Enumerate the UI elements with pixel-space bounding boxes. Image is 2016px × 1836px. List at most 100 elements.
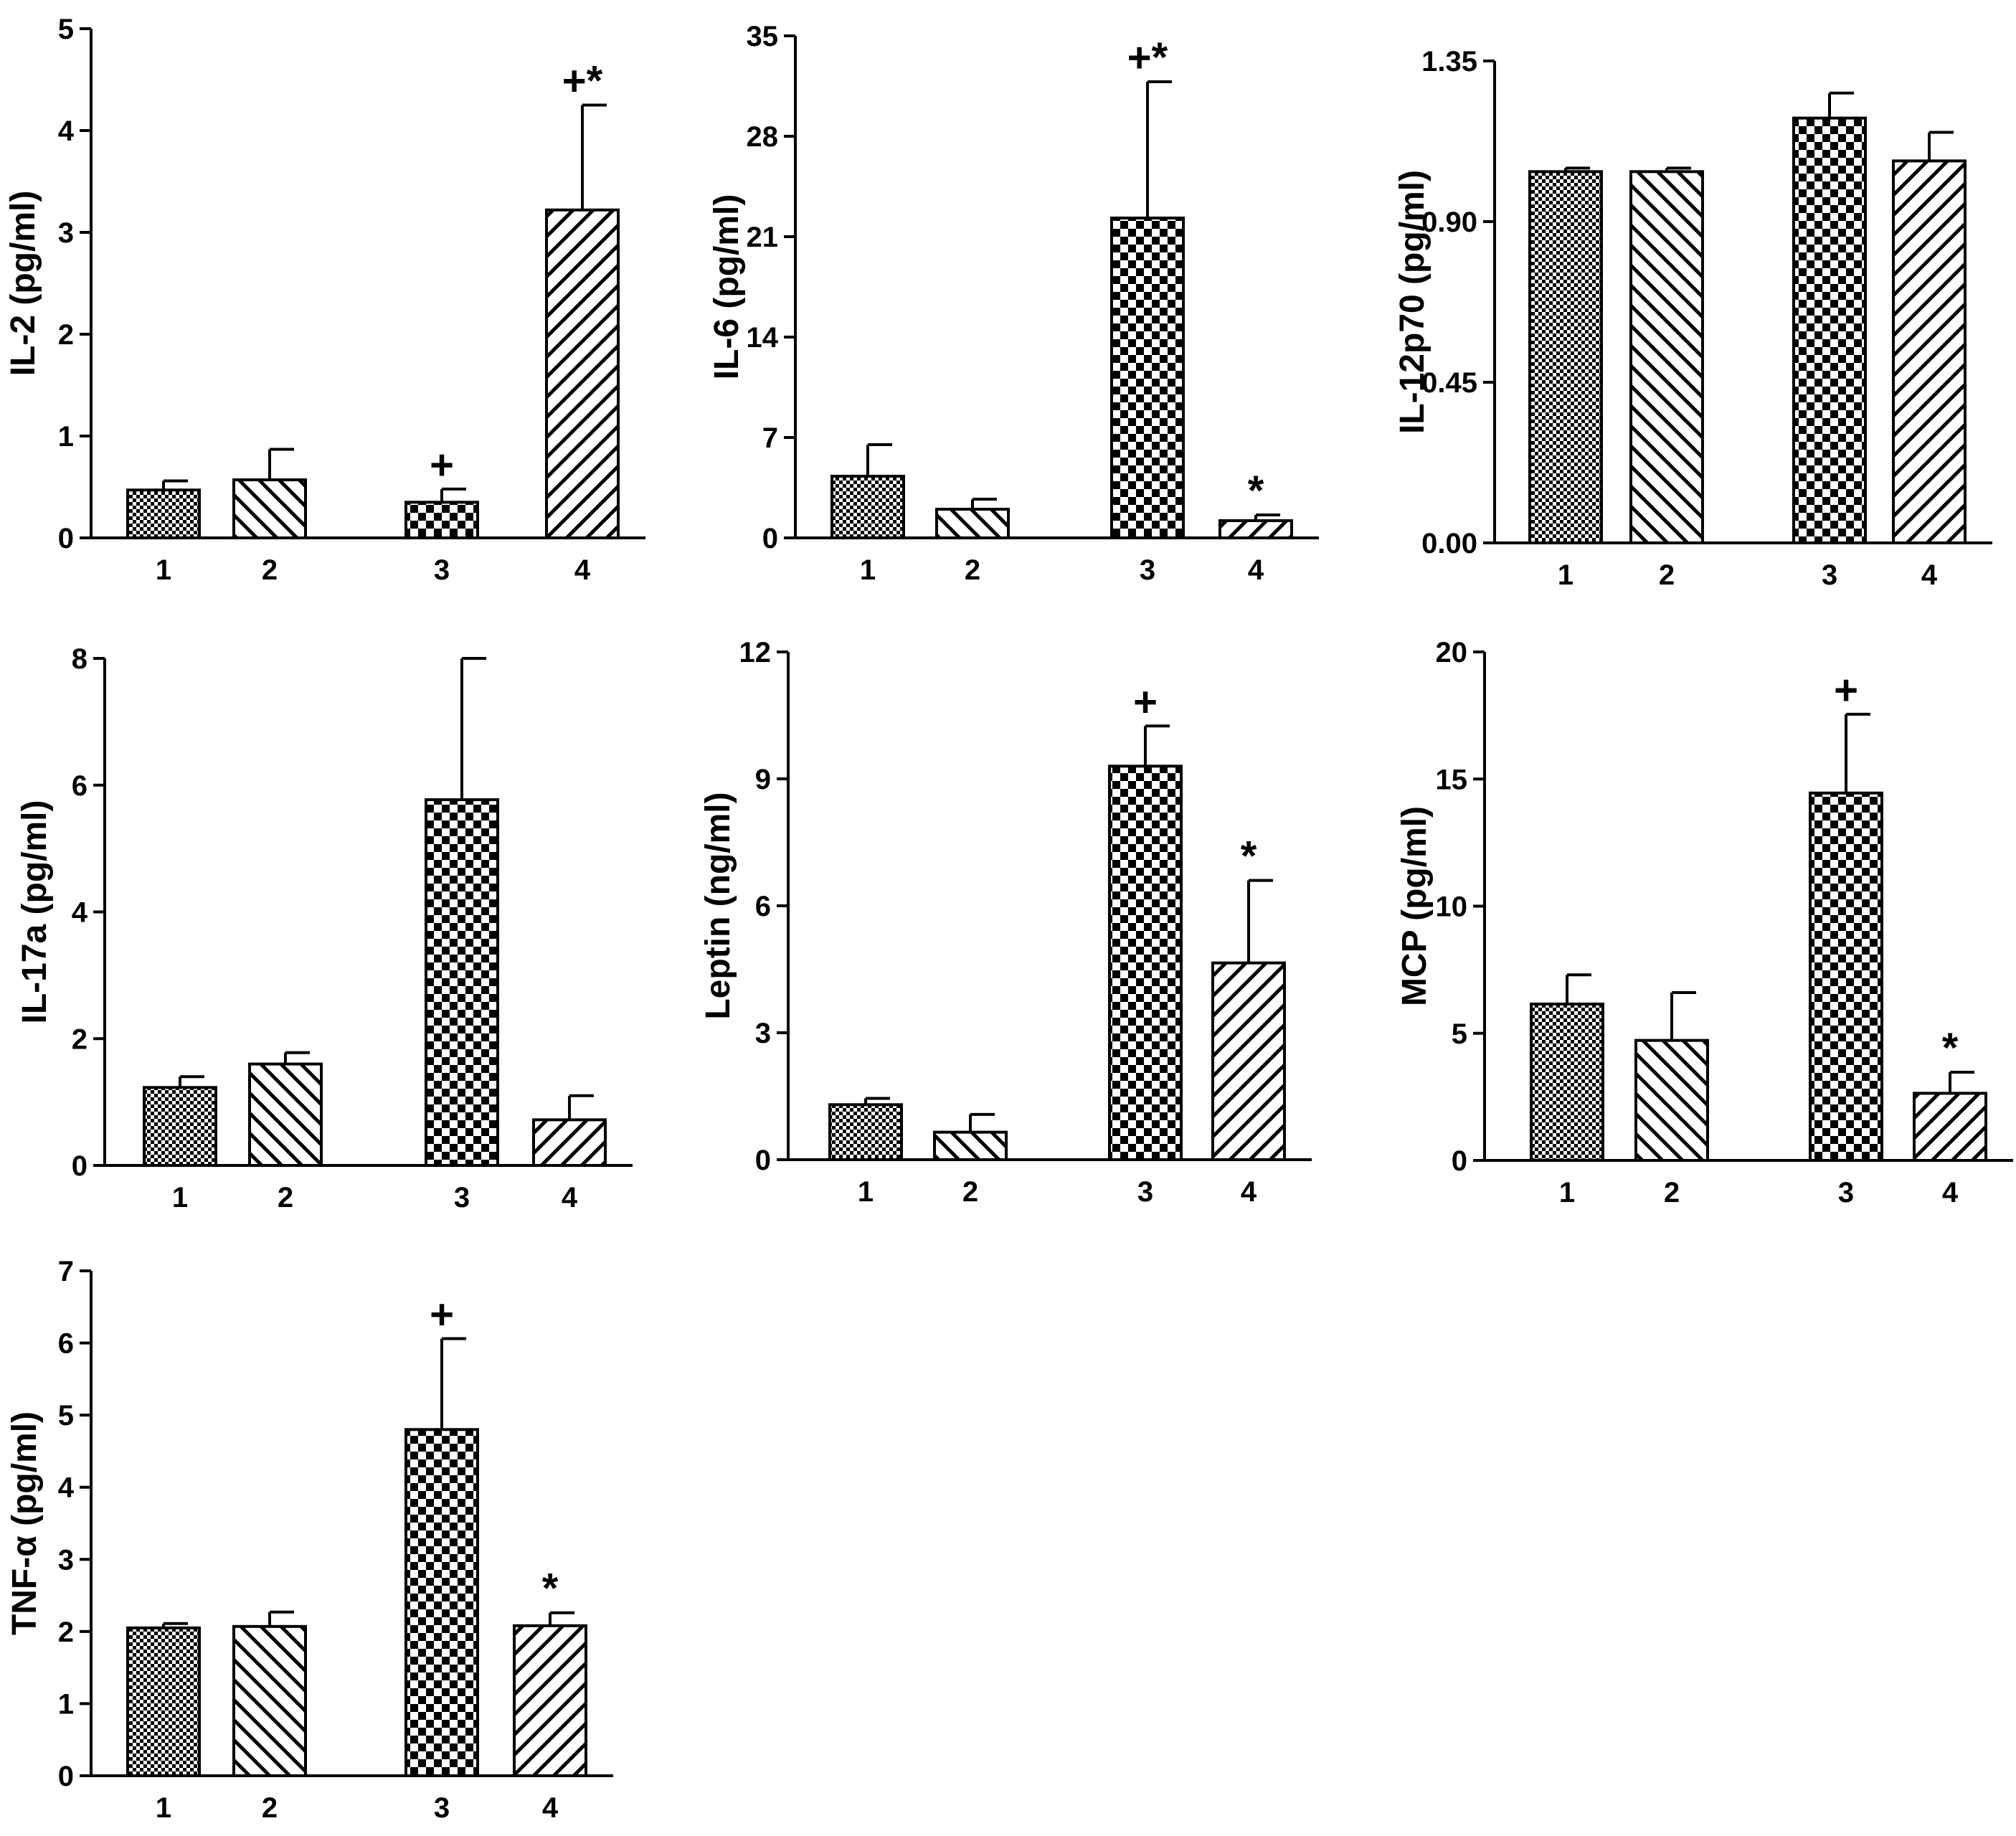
bar-backslash [935,508,1010,539]
bar-dots [126,1626,201,1778]
y-tick-label: 20 [1436,637,1468,668]
chart-panel-4: 0 2 4 6 8 IL-17a (pg/ml) 1 2 3 4 [16,643,633,1213]
bar-dots [1528,170,1603,545]
y-axis-title: IL-2 (pg/ml) [4,191,42,377]
x-category-label: 4 [542,1792,559,1824]
y-axis-title: IL-6 (pg/ml) [708,194,746,380]
significance-marker: +* [1127,34,1168,81]
x-category-label: 1 [1558,559,1573,591]
x-category-label: 1 [172,1182,188,1213]
bar-slash [1211,961,1286,1162]
y-tick-label: 14 [747,322,779,354]
y-tick-label: 0.00 [1421,528,1477,559]
y-tick-label: 35 [747,21,779,52]
significance-marker: + [430,1292,454,1338]
significance-marker: * [1942,1025,1959,1071]
y-tick-label: 9 [755,764,771,795]
x-category-label: 1 [1559,1177,1575,1208]
bar-checker [404,1428,479,1778]
x-category-label: 2 [278,1182,293,1213]
y-axis-title: IL-12p70 (pg/ml) [1393,170,1431,434]
y-tick-label: 15 [1436,764,1468,795]
y-tick-label: 5 [1452,1018,1467,1050]
y-tick-label: 4 [58,1472,75,1504]
x-category-label: 4 [1248,554,1264,586]
chart-panel-6: 0 5 10 15 20 MCP (pg/ml) 1 2 +3 * 4 [1396,637,2013,1208]
y-axis-title: MCP (pg/ml) [1396,806,1434,1006]
y-axis-title: TNF-α (pg/ml) [6,1411,44,1635]
x-category-label: 3 [454,1182,470,1213]
y-tick-label: 28 [747,121,779,153]
significance-marker: + [1133,678,1158,725]
y-tick-label: 8 [72,643,87,675]
y-tick-label: 12 [739,637,772,668]
x-category-label: 2 [262,1792,278,1824]
significance-marker: +* [562,58,603,105]
x-category-label: 2 [965,554,980,586]
bar-dots [828,1103,903,1162]
y-tick-label: 5 [58,1400,74,1432]
x-category-label: 3 [434,1792,450,1824]
y-axis-title: Leptin (ng/ml) [699,792,737,1019]
y-tick-label: 3 [755,1018,771,1049]
bar-slash [532,1118,607,1167]
x-category-label: 3 [1838,1177,1854,1208]
bar-slash [1892,159,1967,544]
y-tick-label: 6 [72,770,87,802]
y-tick-label: 10 [1436,891,1468,923]
bar-slash [1218,519,1293,539]
x-category-label: 4 [1241,1176,1257,1208]
y-tick-label: 3 [58,1544,74,1576]
bar-checker [1110,217,1185,539]
y-tick-label: 6 [58,1328,74,1360]
bar-dots [126,488,201,540]
bar-slash [513,1624,587,1778]
bar-backslash [1634,1038,1709,1163]
significance-marker: + [1834,667,1858,714]
y-tick-label: 4 [72,897,88,929]
x-category-label: 3 [434,554,450,586]
y-tick-label: 1.35 [1421,46,1477,77]
chart-panel-7: 0 1 2 3 4 5 6 7 TNF-α (pg/ml) 1 2 +3 * 4 [6,1256,613,1824]
y-tick-label: 0 [1452,1145,1467,1177]
bar-backslash [232,478,307,539]
bar-slash [1913,1092,1987,1162]
bar-checker [404,501,479,539]
bar-backslash [933,1130,1008,1162]
bar-checker [1108,765,1183,1162]
y-tick-label: 0 [755,1145,771,1176]
y-tick-label: 3 [58,217,74,249]
y-tick-label: 6 [755,891,771,922]
significance-marker: * [1248,468,1264,514]
significance-marker: + [430,442,454,488]
y-tick-label: 7 [762,422,778,454]
y-tick-label: 2 [58,1617,74,1648]
y-tick-label: 5 [58,14,74,45]
y-tick-label: 0.45 [1421,367,1477,399]
chart-panel-1: 0 1 2 3 4 5 IL-2 (pg/ml) 1 2 +3 +* 4 [4,14,645,586]
bar-backslash [232,1624,307,1777]
x-category-label: 2 [962,1176,978,1208]
y-tick-label: 7 [58,1256,74,1287]
x-category-label: 4 [574,554,591,586]
chart-panel-3: 0.00 0.45 0.90 1.35 IL-12p70 (pg/ml) 1 2 3 4 [1393,46,1992,591]
x-category-label: 2 [1659,559,1675,591]
y-axis-title: IL-17a (pg/ml) [16,800,54,1023]
x-category-label: 4 [1942,1177,1959,1208]
x-category-label: 2 [262,554,278,586]
bar-checker [1809,791,1883,1163]
y-tick-label: 21 [747,222,779,253]
x-category-label: 3 [1140,554,1155,586]
y-tick-label: 0 [58,1761,74,1792]
y-tick-label: 1 [58,421,74,453]
y-tick-label: 2 [72,1023,87,1055]
x-category-label: 3 [1137,1176,1153,1208]
y-tick-label: 4 [58,115,75,147]
x-category-label: 3 [1822,559,1837,591]
bar-backslash [248,1062,323,1167]
bar-backslash [1629,170,1704,545]
y-tick-label: 0 [58,523,74,554]
y-tick-label: 0 [72,1150,87,1182]
y-tick-label: 0 [762,523,778,554]
